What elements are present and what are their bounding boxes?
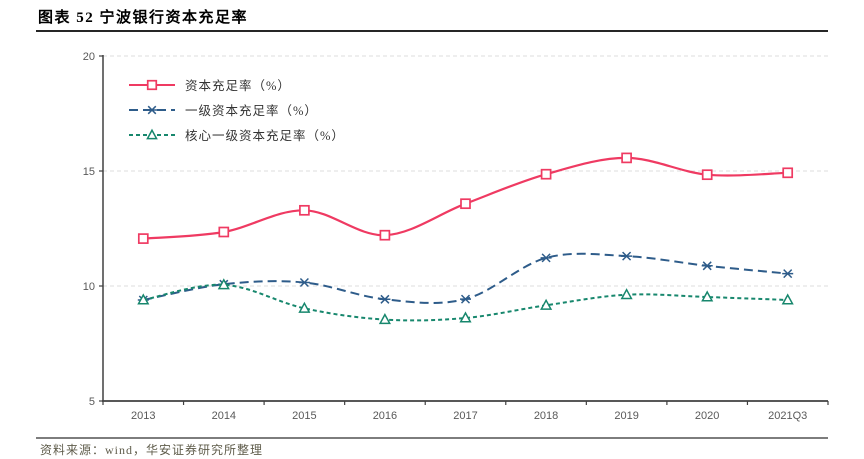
source-note: 资料来源：wind，华安证券研究所整理: [40, 443, 264, 457]
legend-square-icon: [129, 79, 175, 90]
legend-label: 资本充足率（%）: [185, 79, 291, 93]
triangle-marker: [620, 288, 633, 300]
title-rule: [36, 30, 828, 32]
legend-item-3: 核心一级资本充足率（%）: [128, 122, 345, 147]
triangle-marker: [701, 290, 714, 302]
triangle-marker: [781, 293, 794, 305]
x-tick-label: 2020: [695, 410, 719, 422]
x-tick-label: 2013: [131, 410, 155, 422]
x-star-marker: [460, 294, 471, 304]
legend-label: 核心一级资本充足率（%）: [185, 129, 345, 143]
series-1: [137, 152, 794, 244]
square-marker: [460, 198, 471, 210]
triangle-marker: [146, 128, 158, 139]
x-star-marker: [298, 277, 310, 288]
figure-title: 图表 52 宁波银行资本充足率: [38, 10, 249, 26]
square-marker: [299, 204, 310, 216]
square-marker: [782, 167, 794, 179]
square-marker: [621, 152, 632, 164]
x-tick-label: 2015: [292, 410, 316, 422]
square-marker: [146, 79, 158, 90]
legend-item-1: 资本充足率（%）: [128, 72, 345, 97]
legend-triangle-icon: [129, 128, 175, 139]
triangle-marker: [540, 298, 553, 310]
legend-label: 一级资本充足率（%）: [185, 104, 318, 118]
square-marker: [540, 168, 552, 180]
x-tick-label: 2021Q3: [768, 410, 807, 422]
x-tick-label: 2014: [212, 410, 236, 422]
triangle-marker: [378, 313, 391, 325]
legend-xstar-icon: [129, 105, 175, 114]
footer-rule: [36, 437, 828, 439]
y-tick-label: 15: [83, 166, 95, 178]
x-star-marker: [701, 261, 713, 271]
x-star-marker: [621, 251, 633, 261]
x-tick-label: 2019: [614, 410, 638, 422]
x-tick-label: 2016: [373, 410, 397, 422]
x-star-marker: [782, 269, 794, 279]
x-star-marker: [379, 294, 391, 304]
series-3: [137, 278, 794, 325]
square-marker: [701, 169, 713, 181]
y-tick-label: 10: [83, 281, 95, 293]
chart-legend: 资本充足率（%） 一级资本充足率（%） 核心一级资本充足率（%）: [128, 72, 345, 147]
y-tick-label: 20: [83, 51, 95, 63]
legend-item-2: 一级资本充足率（%）: [128, 97, 345, 122]
square-marker: [137, 233, 149, 244]
series-line: [143, 283, 788, 322]
x-tick-label: 2017: [453, 410, 477, 422]
x-tick-label: 2018: [534, 410, 558, 422]
y-tick-label: 5: [89, 396, 95, 408]
series-2: [137, 251, 794, 305]
x-star-marker: [146, 105, 158, 114]
triangle-marker: [137, 293, 150, 305]
square-marker: [379, 229, 391, 241]
x-star-marker: [540, 253, 552, 263]
triangle-marker: [459, 311, 472, 323]
square-marker: [218, 226, 230, 238]
triangle-marker: [217, 278, 230, 290]
triangle-marker: [298, 301, 311, 313]
series-line: [143, 156, 788, 240]
